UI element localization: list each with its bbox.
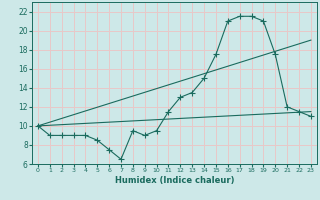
X-axis label: Humidex (Indice chaleur): Humidex (Indice chaleur): [115, 176, 234, 185]
